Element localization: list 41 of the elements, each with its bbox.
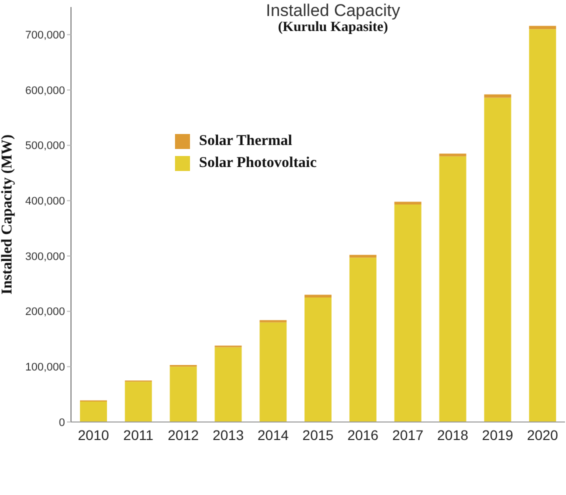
bar [484,94,512,98]
bar [439,154,466,156]
x-tick-label: 2017 [392,426,424,443]
bar [529,29,556,422]
bar [214,347,242,422]
y-tick-label: 400,000 [25,196,65,208]
x-tick-label: 2018 [437,426,469,443]
bar [170,366,197,422]
bar [439,156,466,422]
y-tick-label: 600,000 [25,84,65,97]
bar [304,294,332,298]
bar [394,202,422,205]
y-tick-label: 300,000 [25,250,65,263]
y-tick-label: 500,000 [25,140,65,152]
x-tick-label: 2015 [302,426,334,443]
x-tick-label: 2012 [168,426,200,443]
y-tick-label: 200,000 [25,306,65,318]
legend-label: Solar Thermal [199,132,292,150]
bar [304,298,332,422]
text: (Kurulu Kapasite) [278,20,388,35]
bar [124,382,152,422]
bar [260,322,287,422]
x-tick-label: 2019 [482,426,514,443]
bar [349,254,376,258]
bar [349,258,376,422]
bar [484,98,512,422]
bar [394,204,422,422]
x-tick-label: 2010 [78,426,110,443]
x-tick-label: 2014 [258,426,289,443]
y-tick-label: 700,000 [25,30,65,42]
chart-title: Installed Capacity [266,1,400,20]
bar [529,26,556,30]
x-tick-label: 2016 [347,426,379,443]
x-tick-label: 2013 [212,426,244,443]
y-tick-label: 100,000 [25,362,65,374]
bar [80,402,107,422]
y-axis-title: Installed Capacity (MW) [0,134,16,294]
x-tick-label: 2020 [526,426,558,443]
x-tick-label: 2011 [123,426,154,443]
legend-label: Solar Photovoltaic [199,154,317,172]
y-tick-label: 0 [58,416,65,429]
